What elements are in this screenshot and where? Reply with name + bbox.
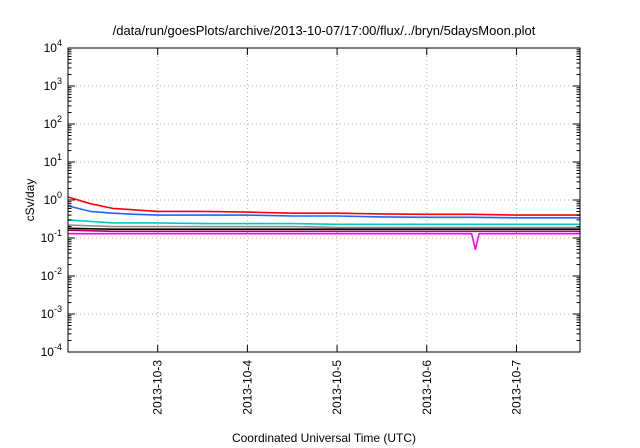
series-line-6 — [67, 229, 580, 233]
series-line-1 — [67, 196, 580, 216]
y-tick-label: 103 — [44, 76, 62, 93]
y-tick-label: 10-1 — [41, 228, 62, 245]
series-line-5 — [67, 227, 580, 230]
x-tick-label: 2013-10-7 — [509, 360, 523, 415]
y-axis-label: cSv/day — [23, 179, 37, 222]
x-tick-label: 2013-10-3 — [151, 360, 165, 415]
x-axis-label: Coordinated Universal Time (UTC) — [232, 431, 416, 445]
grid — [68, 48, 580, 352]
x-tick-label: 2013-10-5 — [330, 360, 344, 415]
series-line-7 — [68, 232, 580, 251]
y-tick-label: 10-2 — [41, 266, 62, 283]
y-tick-label: 102 — [44, 114, 62, 131]
series-line-3 — [67, 219, 580, 226]
series-line-4 — [67, 224, 580, 229]
x-tick-labels: 2013-10-3 2013-10-4 2013-10-5 2013-10-6 2013… — [151, 360, 524, 415]
chart-title: /data/run/goesPlots/archive/2013-10-07/1… — [113, 23, 536, 38]
y-tick-label: 10-4 — [41, 342, 62, 359]
y-tick-label: 104 — [44, 38, 62, 55]
series-group — [67, 196, 580, 251]
y-tick-label: 101 — [44, 152, 62, 169]
axis-ticks — [68, 47, 580, 353]
x-tick-label: 2013-10-4 — [240, 360, 254, 415]
y-tick-label: 100 — [44, 190, 62, 207]
series-line-2 — [67, 205, 580, 219]
x-tick-label: 2013-10-6 — [420, 360, 434, 415]
y-tick-label: 10-3 — [41, 304, 62, 321]
y-tick-labels: 10-4 10-3 10-2 10-1 100 101 102 103 104 — [41, 38, 62, 359]
